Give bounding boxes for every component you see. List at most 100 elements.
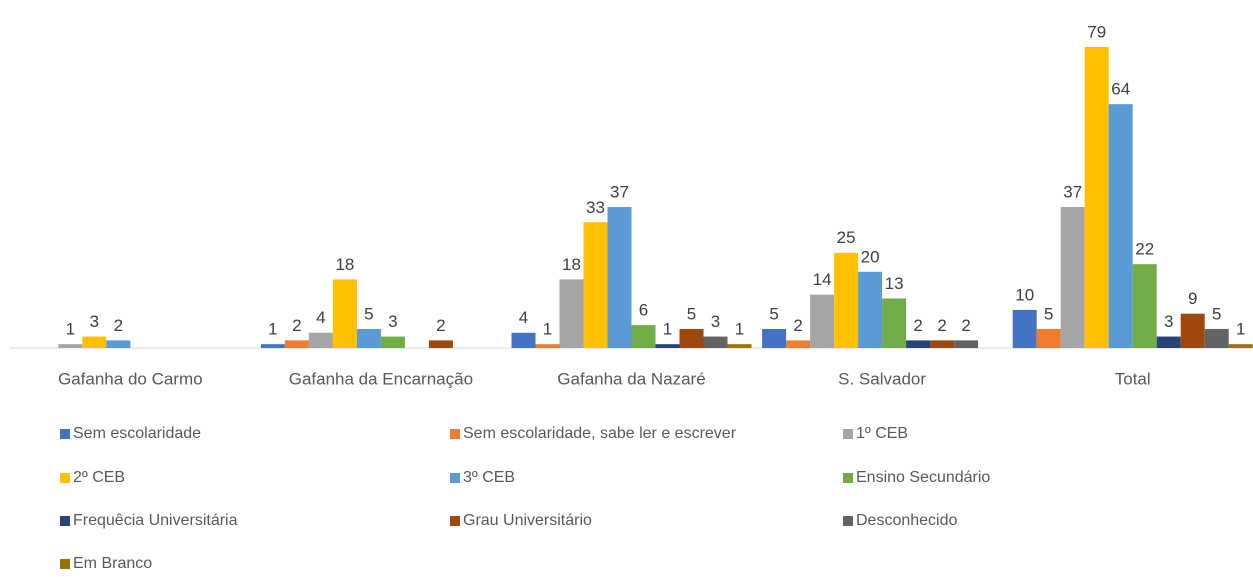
legend-label: Desconhecido bbox=[856, 512, 958, 529]
legend-swatch bbox=[843, 429, 853, 439]
data-label: 79 bbox=[1087, 22, 1106, 41]
bar bbox=[834, 252, 859, 348]
data-label: 4 bbox=[316, 308, 325, 327]
bar bbox=[380, 336, 405, 348]
legend-swatch bbox=[60, 516, 70, 526]
bar bbox=[655, 344, 680, 348]
x-tick-label: S. Salvador bbox=[838, 369, 926, 388]
bar bbox=[284, 340, 309, 348]
data-label: 1 bbox=[268, 320, 277, 339]
bar bbox=[727, 344, 752, 348]
data-label: 3 bbox=[90, 312, 99, 331]
bar bbox=[511, 332, 536, 348]
bar bbox=[810, 294, 835, 348]
legend-label: Grau Universitário bbox=[463, 512, 592, 529]
legend-swatch bbox=[60, 429, 70, 439]
legend-swatch bbox=[843, 516, 853, 526]
data-label: 1 bbox=[543, 320, 552, 339]
data-label: 13 bbox=[885, 274, 904, 293]
bar bbox=[607, 207, 632, 348]
data-label: 22 bbox=[1135, 240, 1154, 259]
legend-label: Sem escolaridade bbox=[73, 425, 201, 442]
bar bbox=[260, 344, 285, 348]
legend-swatch bbox=[60, 559, 70, 569]
bar bbox=[58, 344, 83, 348]
bar bbox=[1036, 328, 1061, 348]
data-label: 5 bbox=[1044, 304, 1053, 323]
bar bbox=[82, 336, 107, 348]
data-label: 9 bbox=[1188, 289, 1197, 308]
bar bbox=[106, 340, 131, 348]
legend-swatch bbox=[450, 473, 460, 483]
data-label: 33 bbox=[586, 198, 605, 217]
data-label: 14 bbox=[813, 270, 832, 289]
legend-label: Em Branco bbox=[73, 555, 152, 572]
bar bbox=[858, 271, 883, 348]
bar bbox=[882, 298, 907, 348]
data-label: 2 bbox=[292, 316, 301, 335]
bar bbox=[428, 340, 453, 348]
legend-label: 2º CEB bbox=[73, 469, 125, 486]
x-tick-label: Gafanha do Carmo bbox=[58, 369, 203, 388]
bar bbox=[1228, 344, 1253, 348]
legend-label: 3º CEB bbox=[463, 469, 515, 486]
bar bbox=[1108, 104, 1133, 348]
data-label: 2 bbox=[436, 316, 445, 335]
bar bbox=[559, 279, 584, 348]
bar bbox=[308, 332, 333, 348]
legend-swatch bbox=[60, 473, 70, 483]
legend-label: 1º CEB bbox=[856, 425, 908, 442]
data-label: 1 bbox=[66, 320, 75, 339]
data-label: 3 bbox=[1164, 312, 1173, 331]
data-label: 2 bbox=[793, 316, 802, 335]
bar bbox=[1084, 47, 1109, 348]
bar bbox=[631, 325, 656, 348]
data-label: 1 bbox=[663, 320, 672, 339]
bar bbox=[703, 336, 728, 348]
bar bbox=[679, 328, 704, 348]
data-label: 18 bbox=[562, 255, 581, 274]
data-label: 2 bbox=[961, 316, 970, 335]
bar bbox=[583, 222, 608, 348]
data-label: 20 bbox=[861, 247, 880, 266]
bar bbox=[1132, 264, 1157, 348]
bar bbox=[356, 328, 381, 348]
bar bbox=[1060, 207, 1085, 348]
data-label: 37 bbox=[1063, 183, 1082, 202]
x-tick-label: Gafanha da Nazaré bbox=[557, 369, 705, 388]
x-tick-label: Gafanha da Encarnação bbox=[289, 369, 473, 388]
data-label: 4 bbox=[519, 308, 528, 327]
data-label: 5 bbox=[364, 304, 373, 323]
bar bbox=[954, 340, 979, 348]
legend-swatch bbox=[843, 473, 853, 483]
data-label: 2 bbox=[114, 316, 123, 335]
data-label: 25 bbox=[837, 228, 856, 247]
legend-swatch bbox=[450, 516, 460, 526]
legend-label: Ensino Secundário bbox=[856, 469, 990, 486]
x-tick-label: Total bbox=[1115, 369, 1151, 388]
bar bbox=[1180, 313, 1205, 348]
data-label: 10 bbox=[1015, 285, 1034, 304]
data-label: 37 bbox=[610, 183, 629, 202]
bar bbox=[1012, 309, 1037, 348]
bar bbox=[332, 279, 357, 348]
data-label: 3 bbox=[388, 312, 397, 331]
bar bbox=[1204, 328, 1229, 348]
data-label: 5 bbox=[769, 304, 778, 323]
data-label: 18 bbox=[335, 255, 354, 274]
data-label: 5 bbox=[1212, 304, 1221, 323]
bar bbox=[930, 340, 955, 348]
data-label: 64 bbox=[1111, 80, 1130, 99]
data-label: 1 bbox=[735, 320, 744, 339]
data-label: 5 bbox=[687, 304, 696, 323]
data-label: 2 bbox=[913, 316, 922, 335]
data-label: 2 bbox=[937, 316, 946, 335]
legend-swatch bbox=[450, 429, 460, 439]
data-label: 1 bbox=[1236, 320, 1245, 339]
bar bbox=[762, 328, 787, 348]
bar bbox=[535, 344, 560, 348]
data-label: 6 bbox=[639, 301, 648, 320]
data-label: 3 bbox=[711, 312, 720, 331]
bar bbox=[786, 340, 811, 348]
